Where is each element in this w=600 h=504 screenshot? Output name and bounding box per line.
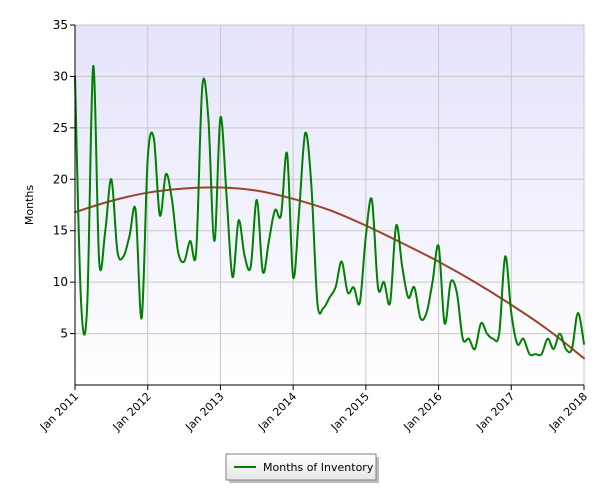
y-tick-label: 5 (60, 327, 68, 341)
series-line-months-of-inventory (74, 65, 585, 357)
legend-label: Months of Inventory (263, 461, 374, 474)
x-tick-label: Jan 2014 (255, 390, 299, 434)
y-tick-label: 25 (53, 121, 68, 135)
x-tick-label: Jan 2018 (546, 390, 590, 434)
x-tick-label: Jan 2013 (182, 390, 226, 434)
y-tick-label: 30 (53, 69, 68, 83)
y-tick-label: 35 (53, 18, 68, 32)
x-tick-label: Jan 2012 (110, 390, 154, 434)
y-axis-label: Months (23, 185, 36, 225)
grid-lines (74, 24, 585, 385)
x-tick-label: Jan 2017 (473, 390, 517, 434)
y-tick-label: 10 (53, 275, 68, 289)
series-lines (74, 65, 585, 360)
plot-background (75, 25, 584, 385)
x-tick-label: Jan 2015 (328, 390, 372, 434)
legend[interactable]: Months of Inventory (225, 453, 379, 483)
x-tick-label: Jan 2011 (37, 390, 81, 434)
y-tick-label: 20 (53, 172, 68, 186)
x-tick-label: Jan 2016 (401, 390, 445, 434)
y-tick-label: 15 (53, 224, 68, 238)
